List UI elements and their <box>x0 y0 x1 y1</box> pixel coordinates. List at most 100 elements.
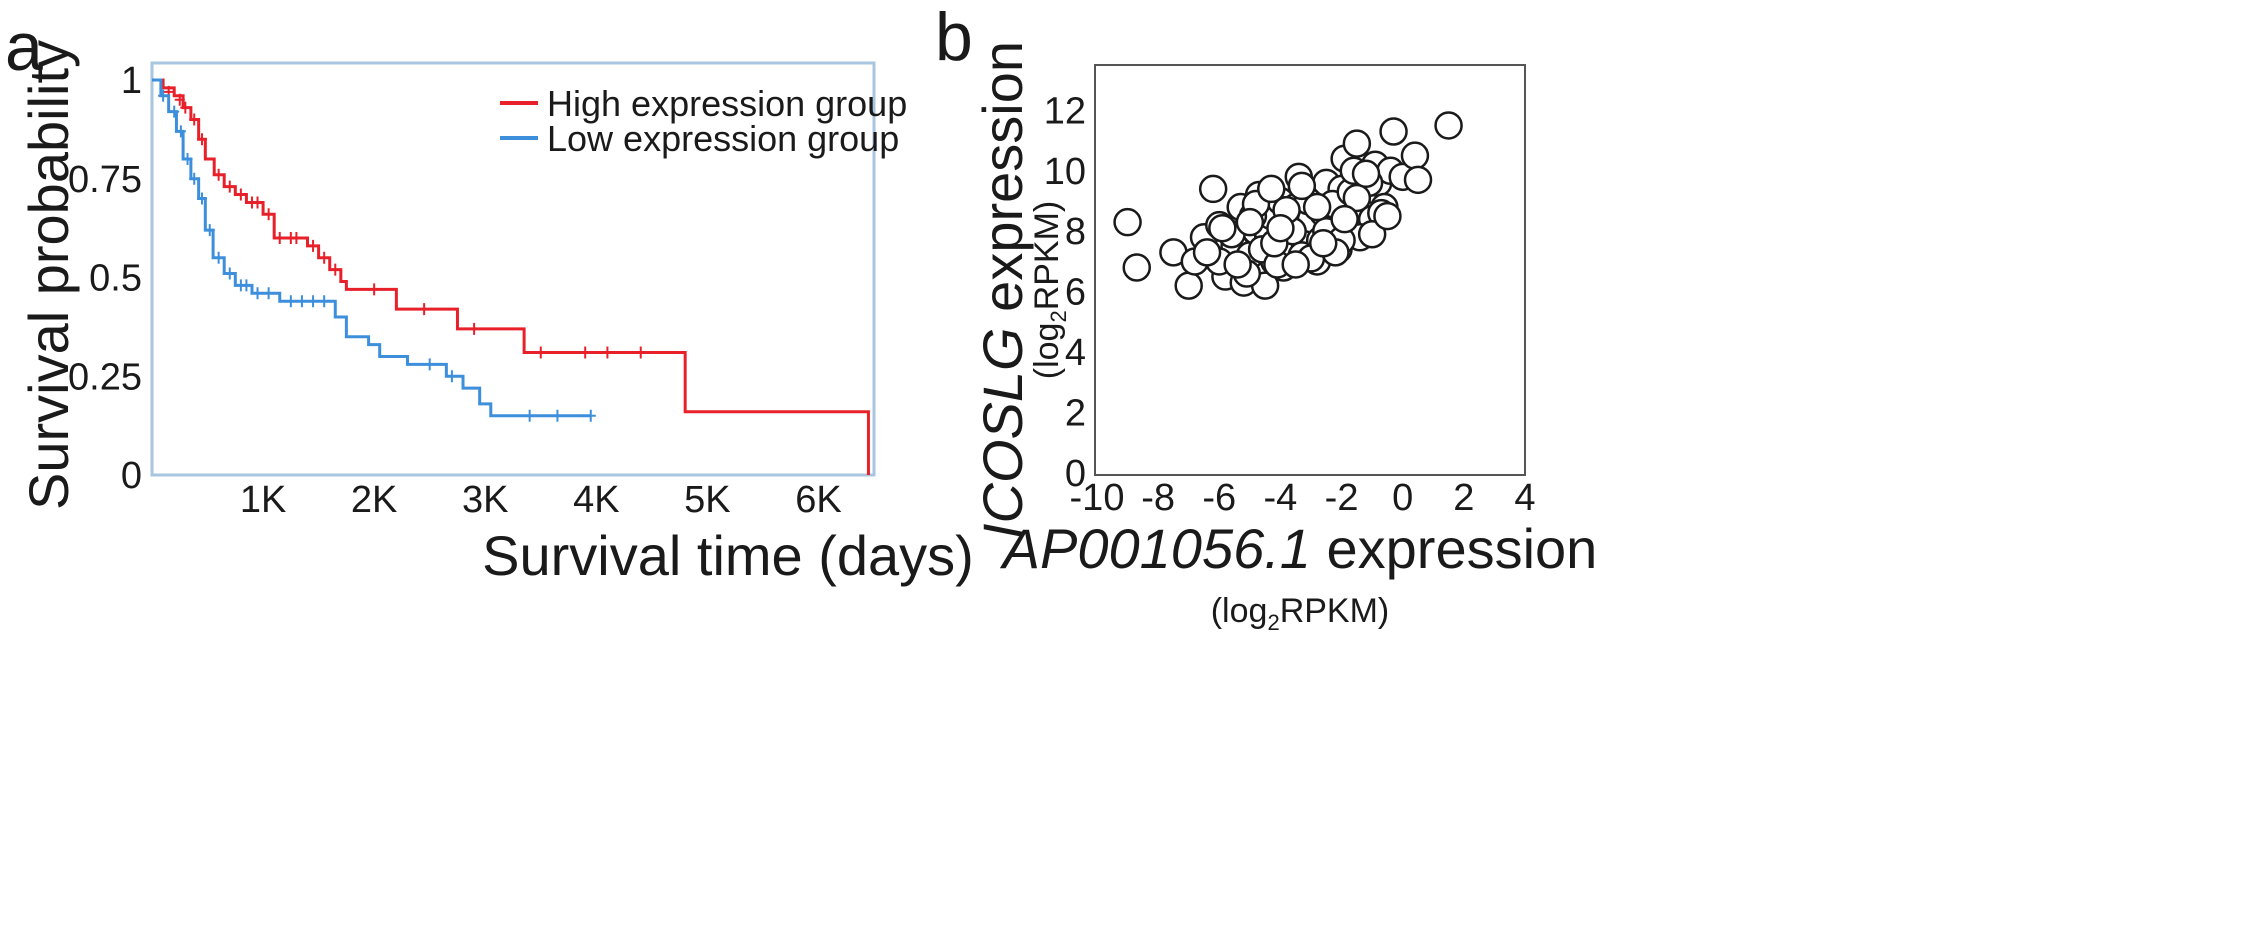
legend-label-low: Low expression group <box>547 118 899 159</box>
km-censor-mark <box>285 295 296 308</box>
km-censor-mark <box>180 101 191 114</box>
sc-y-ticks: 0 2 4 6 8 10 12 <box>1044 90 1086 495</box>
km-legend: High expression group Low expression gro… <box>500 83 907 159</box>
sc-y-tick-label: 2 <box>1065 393 1086 435</box>
km-ylabel: Survival probability <box>17 40 80 510</box>
scatter-point <box>1342 129 1372 158</box>
scatter-point <box>1122 253 1151 282</box>
scatter-point <box>1373 201 1402 231</box>
km-censor-mark <box>235 188 246 201</box>
scatter-point <box>1330 204 1359 234</box>
km-censor-mark <box>602 346 613 359</box>
scatter-point <box>1400 141 1430 170</box>
km-censor-mark <box>158 89 169 102</box>
sc-y-tick-label: 10 <box>1044 151 1086 193</box>
scatter-point <box>1257 174 1286 204</box>
km-line-low <box>152 78 591 418</box>
km-x-tick-label: 3K <box>462 479 508 521</box>
km-x-tick-label: 5K <box>684 479 730 521</box>
km-censor-mark <box>535 346 546 359</box>
scatter-point <box>1266 213 1295 243</box>
km-y-axis-title: Survival probability <box>17 40 80 510</box>
km-censor-mark <box>204 224 215 237</box>
km-censor-mark <box>224 180 235 193</box>
km-y-tick-label: 0.5 <box>89 258 142 300</box>
sc-xlabel-rest: expression <box>1311 517 1597 580</box>
sc-x-tick-label: 2 <box>1453 477 1474 519</box>
sc-xlabel-unit-pre: (log <box>1211 592 1268 630</box>
scatter-point <box>1342 183 1372 213</box>
sc-xlabel-unit-sub: 2 <box>1267 610 1279 635</box>
sc-xlabel: AP001056.1 expression <box>1000 517 1598 580</box>
km-censor-mark <box>419 303 430 316</box>
km-censor-mark <box>189 172 200 185</box>
km-censor-mark <box>369 283 380 296</box>
km-censor-mark <box>319 295 330 308</box>
sc-x-tick-label: -2 <box>1325 477 1359 519</box>
km-censor-mark <box>213 168 224 181</box>
km-censor-mark <box>196 133 207 146</box>
km-x-tick-label: 4K <box>573 479 619 521</box>
km-plot-frame <box>150 61 876 477</box>
scatter-point <box>1302 192 1332 222</box>
km-y-tick-label: 1 <box>121 60 142 102</box>
km-x-ticks: 1K 2K 3K 4K 5K 6K <box>240 479 842 521</box>
scatter-point <box>1281 250 1310 279</box>
km-censor-mark <box>252 287 263 300</box>
scatter-point <box>1174 271 1203 300</box>
sc-y-tick-label: 6 <box>1065 272 1086 314</box>
km-y-tick-label: 0 <box>121 455 142 497</box>
km-x-tick-label: 2K <box>351 479 397 521</box>
scatter-point <box>1113 207 1142 237</box>
km-censor-mark <box>446 370 457 383</box>
panel-letter-a: a <box>5 9 43 85</box>
km-censor-mark <box>291 232 302 244</box>
scatter-point <box>1351 159 1381 189</box>
sc-x-tick-label: 4 <box>1514 477 1535 519</box>
km-censor-mark <box>182 153 193 165</box>
scatter-point <box>1235 207 1265 237</box>
km-censor-mark <box>469 322 480 335</box>
scatter-point <box>1223 250 1252 279</box>
sc-xlabel-gene: AP001056.1 <box>1000 517 1311 580</box>
legend-label-high: High expression group <box>547 83 907 124</box>
sc-x-tick-label: -6 <box>1202 477 1236 519</box>
sc-ylabel-unit-pre: (log <box>1028 323 1066 380</box>
km-x-tick-label: 6K <box>795 479 841 521</box>
km-censor-mark <box>263 287 274 300</box>
km-y-ticks: 0 0.25 0.5 0.75 1 <box>68 60 142 497</box>
sc-x-tick-label: 0 <box>1392 477 1413 519</box>
sc-y-tick-label: 0 <box>1065 453 1086 495</box>
km-x-tick-label: 1K <box>240 479 286 521</box>
km-censor-mark <box>524 409 535 422</box>
km-xlabel: Survival time (days) <box>482 524 974 587</box>
km-censor-mark <box>580 346 591 359</box>
scatter-point <box>1357 219 1387 249</box>
km-y-tick-label: 0.25 <box>68 356 142 398</box>
km-censor-mark <box>196 192 207 205</box>
sc-xlabel-unit: (log2RPKM) <box>1211 592 1390 635</box>
km-censor-mark <box>169 105 180 118</box>
scatter-point <box>1308 229 1338 258</box>
scatter-point <box>1192 238 1222 267</box>
scatter-point <box>1403 165 1433 195</box>
sc-x-tick-label: -8 <box>1141 477 1175 519</box>
sc-ylabel-unit: (log2RPKM) <box>1028 201 1071 380</box>
km-censor-mark <box>175 125 186 138</box>
sc-x-ticks: -10 -8 -6 -4 -2 0 2 4 <box>1070 477 1536 519</box>
sc-ylabel-gene: ICOSLG <box>971 327 1034 539</box>
sc-y-axis-title: ICOSLG expression <box>971 41 1034 539</box>
km-censor-mark <box>189 113 200 126</box>
km-censor-mark <box>308 239 319 252</box>
km-censor-mark <box>424 358 435 371</box>
sc-points-layer <box>1113 111 1463 300</box>
km-censor-mark <box>224 267 235 280</box>
sc-ylabel-rest: expression <box>971 41 1034 327</box>
km-censor-mark <box>296 295 307 308</box>
scatter-point <box>1287 171 1317 201</box>
km-censor-mark <box>585 409 596 422</box>
km-censor-mark <box>274 232 285 244</box>
km-censor-mark <box>319 251 330 264</box>
km-censor-mark <box>263 208 274 221</box>
